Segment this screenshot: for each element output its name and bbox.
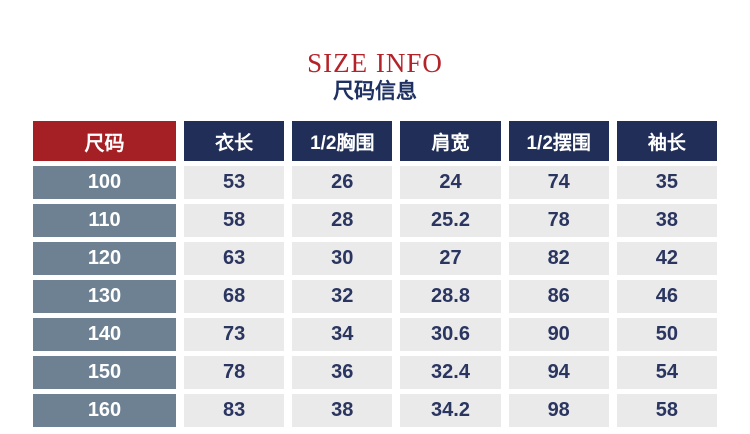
header-cell: 1/2摆围 (508, 121, 609, 161)
value-cell: 74 (508, 166, 609, 199)
value-cell: 24 (400, 166, 501, 199)
value-cell: 28 (292, 204, 393, 237)
size-table: 尺码 衣长 1/2胸围 肩宽 1/2摆围 袖长 100 53 26 24 74 35 110 58 28 25… (33, 121, 717, 427)
value-cell: 27 (400, 242, 501, 275)
value-cell: 30.6 (400, 318, 501, 351)
value-cell: 53 (184, 166, 285, 199)
value-cell: 46 (616, 280, 717, 313)
header-cell: 衣长 (184, 121, 285, 161)
value-cell: 68 (184, 280, 285, 313)
page-subtitle: 尺码信息 (333, 80, 417, 103)
value-cell: 78 (508, 204, 609, 237)
value-cell: 36 (292, 356, 393, 389)
header-cell-size: 尺码 (33, 121, 176, 161)
value-cell: 26 (292, 166, 393, 199)
value-cell: 34 (292, 318, 393, 351)
value-cell: 78 (184, 356, 285, 389)
value-cell: 86 (508, 280, 609, 313)
value-cell: 73 (184, 318, 285, 351)
value-cell: 82 (508, 242, 609, 275)
value-cell: 90 (508, 318, 609, 351)
value-cell: 30 (292, 242, 393, 275)
header-cell: 肩宽 (400, 121, 501, 161)
value-cell: 58 (184, 204, 285, 237)
value-cell: 42 (616, 242, 717, 275)
size-cell: 140 (33, 318, 176, 351)
value-cell: 98 (508, 394, 609, 427)
value-cell: 38 (292, 394, 393, 427)
size-cell: 160 (33, 394, 176, 427)
value-cell: 32.4 (400, 356, 501, 389)
size-cell: 100 (33, 166, 176, 199)
value-cell: 34.2 (400, 394, 501, 427)
value-cell: 28.8 (400, 280, 501, 313)
header-cell: 1/2胸围 (292, 121, 393, 161)
value-cell: 35 (616, 166, 717, 199)
value-cell: 58 (616, 394, 717, 427)
value-cell: 94 (508, 356, 609, 389)
size-cell: 110 (33, 204, 176, 237)
value-cell: 32 (292, 280, 393, 313)
value-cell: 25.2 (400, 204, 501, 237)
value-cell: 83 (184, 394, 285, 427)
page-title: SIZE INFO (307, 48, 443, 78)
size-cell: 150 (33, 356, 176, 389)
value-cell: 38 (616, 204, 717, 237)
header-cell: 袖长 (616, 121, 717, 161)
value-cell: 63 (184, 242, 285, 275)
size-cell: 130 (33, 280, 176, 313)
size-cell: 120 (33, 242, 176, 275)
title-block: SIZE INFO 尺码信息 (0, 50, 750, 103)
value-cell: 50 (616, 318, 717, 351)
value-cell: 54 (616, 356, 717, 389)
